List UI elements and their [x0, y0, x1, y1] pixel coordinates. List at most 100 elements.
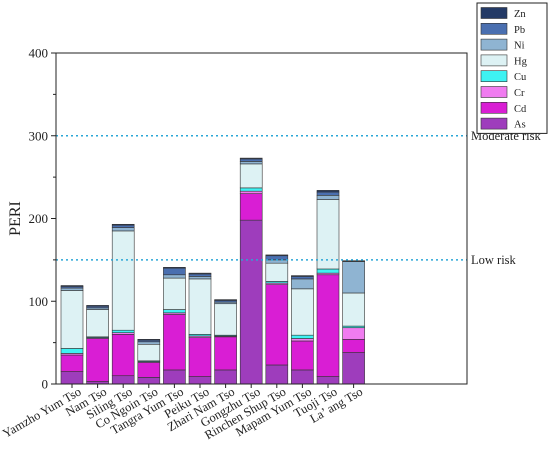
bar-segment-pb	[239, 158, 263, 162]
y-tick-label: 400	[29, 46, 49, 61]
bar-segment-as	[137, 377, 161, 385]
bar-segment-cu	[291, 334, 314, 339]
y-tick-label: 0	[42, 377, 49, 392]
bar-segment-pb	[111, 224, 135, 228]
bar-segment-as	[239, 219, 263, 385]
legend-label: Ni	[514, 41, 525, 52]
bar-segment-ni	[111, 227, 135, 232]
bar-segment-hg	[265, 262, 289, 282]
bar-segment-cr	[239, 190, 263, 194]
bar-segment-hg	[60, 290, 84, 349]
bar-segment-as	[214, 369, 237, 385]
bar-segment-ni	[188, 276, 212, 280]
bar-segment-ni	[163, 274, 186, 279]
bar-segment-as	[291, 369, 314, 385]
legend-box	[476, 2, 548, 134]
bar-stack	[291, 275, 314, 385]
legend: Zn Pb Ni Hg Cu Cr Cd As	[476, 2, 548, 134]
legend-swatch	[480, 117, 508, 130]
bar-segment-ni	[316, 195, 340, 200]
bar-segment-pb	[188, 273, 212, 277]
bar-segment-zn	[188, 272, 212, 275]
bar-segment-zn	[316, 190, 340, 193]
bar-segment-hg	[163, 277, 186, 310]
legend-label: Zn	[514, 9, 526, 20]
bar-segment-ni	[291, 278, 314, 290]
bar-segment-as	[111, 375, 135, 385]
bar-segment-zn	[239, 157, 263, 160]
reference-line-label: Low risk	[471, 253, 517, 267]
bar-stack	[137, 339, 161, 385]
bar-segment-cd	[60, 354, 84, 372]
legend-swatch	[480, 22, 508, 35]
bar-segment-cu	[111, 329, 135, 333]
bar-segment-cd	[111, 334, 135, 377]
bar-segment-cd	[163, 314, 186, 371]
bar-stack	[239, 157, 263, 385]
bar-segment-hg	[214, 303, 237, 336]
bar-stack	[163, 267, 186, 385]
bar-segment-cd	[291, 340, 314, 371]
bar-segment-cu	[316, 268, 340, 274]
bar-stack	[111, 223, 135, 385]
bar-segment-zn	[163, 267, 186, 269]
legend-label: Cr	[514, 88, 525, 99]
bar-segment-as	[60, 371, 84, 385]
y-axis-label: PERI	[7, 201, 24, 236]
bar-segment-zn	[137, 339, 161, 341]
bar-stack	[342, 260, 365, 385]
bar-segment-cd	[316, 274, 340, 377]
bar-segment-pb	[163, 267, 186, 276]
bar-segment-pb	[316, 191, 340, 196]
bar-segment-as	[265, 364, 289, 385]
bar-segment-cd	[239, 193, 263, 221]
bar-segment-cd	[137, 362, 161, 378]
bar-segment-hg	[316, 199, 340, 270]
bar-segment-as	[163, 369, 186, 385]
y-axis: 0 100 200 300 400	[29, 46, 56, 392]
bar-segment-cu	[239, 187, 263, 192]
bar-stack	[188, 272, 212, 385]
bar-segment-ni	[342, 261, 365, 294]
y-tick-label: 100	[29, 294, 49, 309]
bar-segment-ni	[60, 287, 84, 291]
bar-segment-as	[316, 376, 340, 385]
legend-swatch	[480, 86, 508, 98]
legend-swatch	[480, 102, 508, 114]
bar-segment-as	[188, 376, 212, 385]
bar-segment-cd	[265, 284, 289, 366]
legend-label: As	[514, 120, 526, 131]
bar-segment-zn	[111, 223, 135, 226]
bar-stack	[265, 254, 289, 385]
y-tick-label: 200	[29, 211, 49, 226]
bar-segment-hg	[342, 292, 365, 327]
bar-segment-cu	[60, 348, 84, 354]
legend-swatch	[480, 38, 508, 51]
bar-segment-cr	[291, 338, 314, 342]
bar-segment-cr	[342, 327, 365, 340]
bar-segment-cd	[214, 336, 237, 371]
legend-label: Cu	[514, 72, 527, 83]
bar-segment-ni	[239, 161, 263, 165]
bar-segment-cd	[86, 338, 109, 382]
bar-segment-hg	[291, 288, 314, 336]
y-tick-label: 300	[29, 128, 49, 143]
bar-segment-hg	[239, 163, 263, 189]
bar-stack	[60, 285, 84, 385]
bar-segment-hg	[111, 230, 135, 331]
bar-segment-zn	[291, 275, 314, 277]
legend-label: Hg	[514, 56, 528, 67]
bar-segment-zn	[60, 285, 84, 287]
legend-swatch	[480, 54, 508, 67]
bar-segment-zn	[86, 305, 109, 307]
legend-label: Pb	[514, 25, 525, 36]
bar-stack	[316, 190, 340, 385]
legend-swatch	[480, 7, 508, 19]
bar-stack	[86, 305, 109, 385]
bar-segment-zn	[214, 299, 237, 301]
bar-segment-cu	[163, 309, 186, 314]
bar-segment-zn	[265, 254, 289, 257]
bar-segment-as	[342, 352, 365, 385]
bar-segment-cd	[188, 337, 212, 377]
